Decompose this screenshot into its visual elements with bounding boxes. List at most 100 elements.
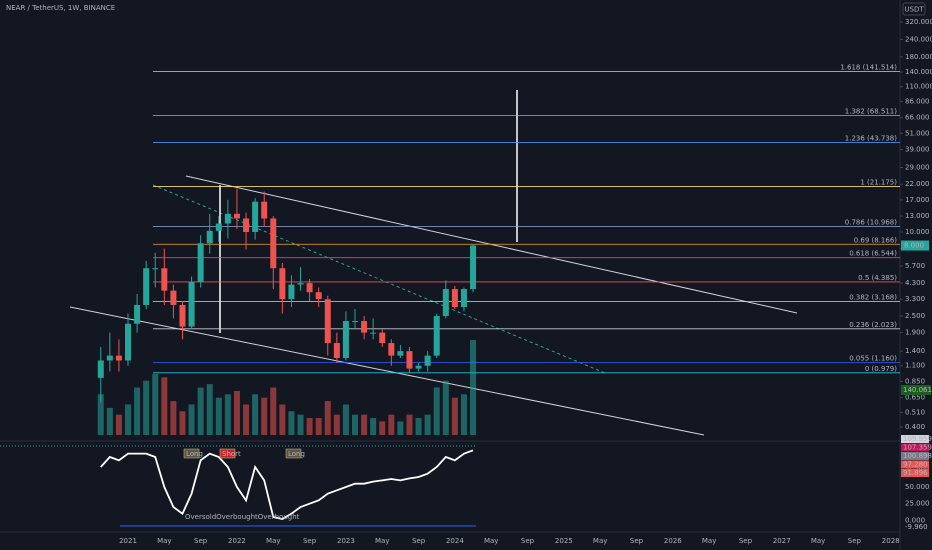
x-tick-label: 2025 — [555, 537, 573, 545]
x-tick-label: Sep — [630, 537, 644, 545]
x-tick-label: 2028 — [882, 537, 900, 545]
volume-bar — [261, 397, 268, 435]
candle-body — [451, 289, 458, 308]
volume-bar — [388, 414, 395, 435]
volume-bar — [215, 397, 222, 435]
fib-label: 0.618 (6.544) — [849, 250, 897, 258]
volume-bar — [415, 418, 422, 435]
y-tick-label: 140.000 — [905, 68, 932, 76]
volume-bar — [152, 373, 159, 435]
candle-body — [161, 268, 168, 291]
y-tick-label: 0.850 — [905, 377, 925, 385]
volume-bar — [460, 394, 467, 435]
trendline — [69, 306, 705, 436]
volume-bar — [424, 414, 431, 435]
x-tick-label: 2024 — [446, 537, 464, 545]
volume-bar — [143, 380, 150, 435]
candle-body — [224, 213, 231, 224]
candle-body — [197, 243, 204, 282]
x-tick-label: 2027 — [773, 537, 791, 545]
y-tick-label: 13.000 — [905, 212, 930, 220]
y-tick-label: 29.000 — [905, 163, 930, 171]
osc-tick-label: 25.000 — [905, 500, 930, 508]
osc-tag-label: 100.898 — [903, 452, 932, 460]
y-tick-label: 2.500 — [905, 312, 925, 320]
volume-bar — [288, 411, 295, 435]
volume-bar — [224, 394, 231, 435]
volume-bar — [252, 394, 259, 435]
candle-body — [152, 268, 159, 270]
y-tick-label: 1.100 — [905, 362, 925, 370]
osc-tag — [901, 443, 929, 452]
volume-bar — [342, 404, 349, 435]
x-tick-label: Sep — [521, 537, 535, 545]
y-tick-label: 51.000 — [905, 129, 930, 137]
candle-body — [315, 292, 322, 300]
fib-label: 0.69 (8.166) — [854, 236, 898, 244]
volume-bar — [161, 377, 168, 435]
volume-bar — [451, 397, 458, 435]
osc-tag — [901, 469, 929, 477]
volume-bar — [115, 414, 122, 435]
volume-bar — [279, 404, 286, 435]
osc-tag-label: 107.359 — [903, 444, 932, 452]
y-tick-label: 66.000 — [905, 114, 930, 122]
y-tick-label: 240.000 — [905, 35, 932, 43]
fib-label: 1 (21.175) — [860, 179, 897, 187]
candle-body — [252, 201, 259, 233]
candle-body — [470, 245, 477, 290]
candle-body — [206, 230, 213, 244]
x-tick-label: Sep — [303, 537, 317, 545]
fib-label: 0 (0.979) — [865, 365, 897, 373]
currency[interactable]: USDT — [904, 6, 924, 14]
symbol-title: NEAR / TetherUS, 1W, BINANCE — [6, 4, 115, 12]
fib-label: 1.382 (68.511) — [845, 107, 897, 115]
candle-body — [170, 290, 177, 305]
volume-bar — [297, 414, 304, 435]
candle-body — [125, 323, 131, 361]
y-tick-label: 180.000 — [905, 53, 932, 61]
volume-bar — [333, 414, 340, 435]
candle-body — [342, 321, 349, 359]
candle-body — [333, 343, 340, 359]
signal-box — [183, 448, 200, 459]
volume-bar — [125, 404, 131, 435]
osc-note: OversoldOverboughtOverbought — [185, 513, 300, 521]
candle-body — [143, 268, 150, 305]
candle-body — [397, 351, 404, 356]
candle-body — [442, 289, 449, 317]
x-tick-label: Sep — [412, 537, 426, 545]
candle-body — [97, 360, 104, 378]
volume-bar — [379, 421, 386, 435]
volume-bar — [470, 340, 477, 435]
last-price-tag — [901, 240, 929, 251]
currency-box[interactable] — [902, 2, 926, 16]
y-tick-label: 110.000 — [905, 83, 932, 91]
volume-bar — [324, 401, 331, 435]
volume-bar — [406, 414, 413, 435]
signal-box — [285, 448, 302, 459]
x-tick-label: 2022 — [228, 537, 246, 545]
x-tick-label: May — [811, 537, 825, 545]
x-tick-label: May — [266, 537, 280, 545]
candle-body — [134, 304, 141, 324]
volume-bar — [106, 407, 113, 435]
candle-body — [188, 281, 195, 327]
x-tick-label: Sep — [194, 537, 208, 545]
volume-bar — [206, 384, 213, 435]
candle-body — [388, 343, 395, 356]
volume-bar — [179, 411, 186, 435]
last-price-label: 8.000 — [904, 242, 924, 250]
fib-label: 0.786 (10.968) — [845, 218, 897, 226]
fib-label: 0.055 (1.160) — [849, 355, 897, 363]
x-tick-label: 2023 — [337, 537, 355, 545]
x-tick-label: May — [157, 537, 171, 545]
volume-bar — [243, 404, 250, 435]
volume-bar — [188, 404, 195, 435]
osc-tag — [901, 452, 929, 460]
volume-bar — [397, 421, 404, 435]
candle-body — [261, 201, 268, 219]
candle-body — [361, 321, 368, 333]
fib-label: 0.5 (4.385) — [858, 274, 897, 282]
